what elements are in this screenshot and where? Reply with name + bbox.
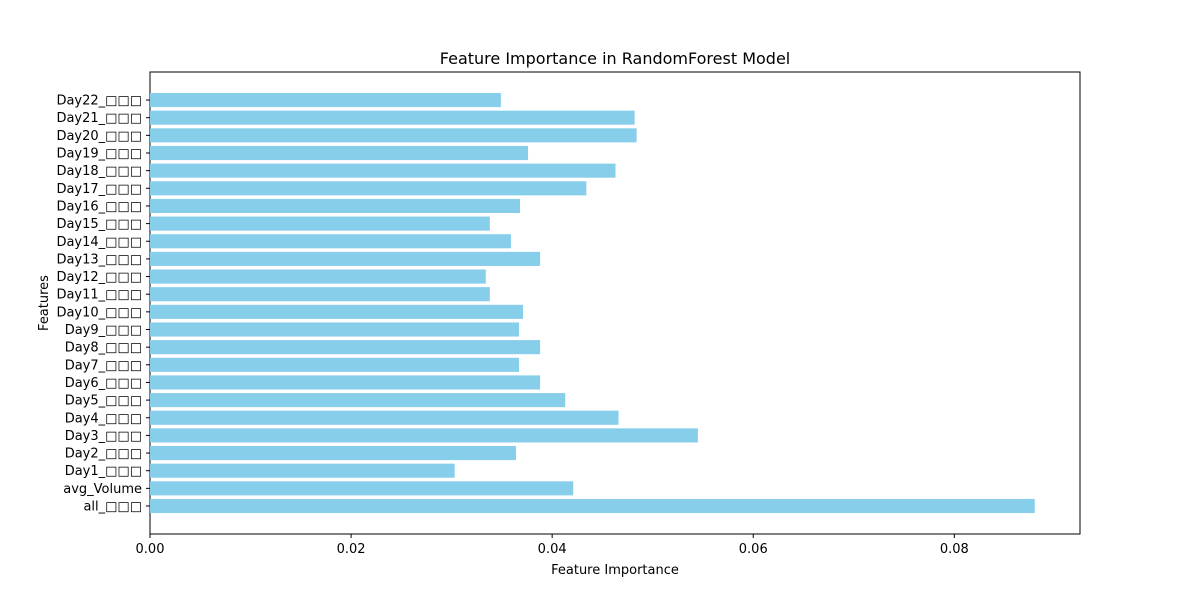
- y-tick-label: Day12_□□□: [56, 270, 142, 285]
- y-axis-label: Features: [37, 275, 52, 331]
- x-axis-ticks: 0.00 0.02 0.04 0.06 0.08: [136, 534, 969, 557]
- plot-area: [149, 71, 1081, 535]
- chart-title: Feature Importance in RandomForest Model: [440, 49, 790, 68]
- y-tick-label: Day1_□□□: [65, 464, 142, 479]
- bar: [150, 287, 490, 302]
- y-tick-label: Day22_□□□: [56, 94, 142, 109]
- y-tick-label: Day21_□□□: [56, 111, 142, 126]
- bar: [150, 251, 541, 266]
- y-tick-label: Day6_□□□: [65, 376, 142, 391]
- y-tick-label: Day3_□□□: [65, 429, 142, 444]
- y-tick-label: Day8_□□□: [65, 341, 142, 356]
- y-tick-label: Day18_□□□: [56, 164, 142, 179]
- x-axis-label: Feature Importance: [551, 563, 679, 578]
- y-tick-label: Day13_□□□: [56, 252, 142, 267]
- y-tick-label: Day20_□□□: [56, 129, 142, 144]
- y-tick-label: avg_Volume: [63, 482, 142, 497]
- y-tick-label: Day4_□□□: [65, 411, 142, 426]
- bar: [150, 163, 616, 178]
- bar: [150, 198, 520, 213]
- y-tick-label: Day19_□□□: [56, 147, 142, 162]
- bar: [150, 269, 486, 284]
- bar: [150, 463, 455, 478]
- x-tick-label: 0.08: [940, 542, 969, 557]
- y-tick-label: Day16_□□□: [56, 199, 142, 214]
- bar: [150, 145, 529, 161]
- y-tick-label: Day11_□□□: [56, 288, 142, 303]
- x-tick-label: 0.06: [739, 542, 768, 557]
- y-tick-label: Day15_□□□: [56, 217, 142, 232]
- y-tick-label: Day7_□□□: [65, 358, 142, 373]
- x-tick-label: 0.00: [136, 542, 165, 557]
- bar: [150, 181, 587, 196]
- bar: [150, 216, 490, 231]
- bar: [150, 393, 566, 408]
- bar: [150, 375, 541, 390]
- bar: [150, 322, 519, 337]
- bar: [150, 304, 524, 319]
- bar: [150, 481, 574, 496]
- x-tick-label: 0.02: [337, 542, 366, 557]
- bar: [150, 446, 516, 461]
- y-tick-label: Day2_□□□: [65, 447, 142, 462]
- y-tick-label: Day17_□□□: [56, 182, 142, 197]
- bars-group: [150, 93, 1035, 514]
- y-tick-label: Day5_□□□: [65, 394, 142, 409]
- bar: [150, 428, 698, 443]
- bar: [150, 93, 501, 108]
- bar: [150, 234, 511, 249]
- bar: [150, 410, 619, 425]
- y-tick-label: Day9_□□□: [65, 323, 142, 338]
- bar: [150, 498, 1035, 514]
- x-tick-label: 0.04: [538, 542, 567, 557]
- bar: [150, 357, 519, 372]
- y-tick-label: all_□□□: [83, 500, 142, 515]
- y-tick-label: Day14_□□□: [56, 235, 142, 250]
- y-tick-label: Day10_□□□: [56, 305, 142, 320]
- y-axis-ticks: all_□□□ avg_Volume Day1_□□□ Day2_□□□ Day3_□□…: [56, 94, 150, 515]
- bar: [150, 128, 637, 143]
- bar: [150, 340, 541, 355]
- bar: [150, 110, 635, 125]
